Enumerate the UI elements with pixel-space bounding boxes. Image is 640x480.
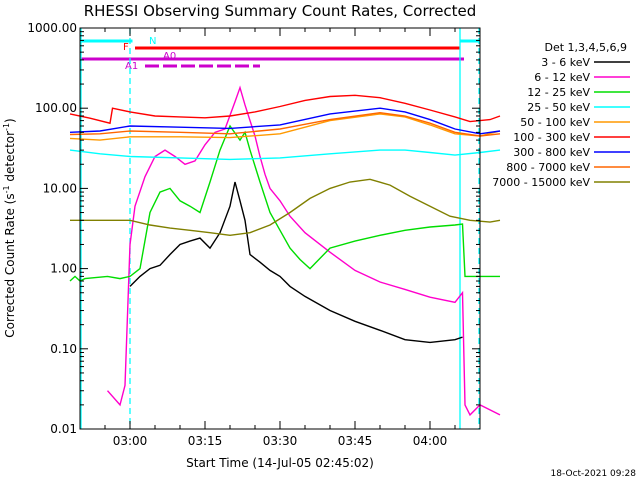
series-line-4 — [69, 113, 501, 141]
observing-flags: N F A0 A1 — [81, 36, 480, 72]
x-axis: 03:00 03:15 03:30 03:45 04:00 — [79, 28, 481, 448]
series-line-3 — [69, 149, 501, 161]
x-tick-label: 03:00 — [113, 434, 148, 448]
y-axis: 1000.00 100.00 10.00 1.00 0.10 0.01 — [27, 21, 480, 436]
x-axis-label: Start Time (14-Jul-05 02:45:02) — [186, 456, 374, 470]
flag-label-n: N — [149, 36, 156, 47]
flag-label-a0: A0 — [163, 51, 176, 62]
legend-label: 3 - 6 keV — [541, 56, 590, 69]
legend-label: 25 - 50 keV — [527, 101, 590, 114]
y-label-part: Corrected Count Rate (s — [3, 193, 17, 337]
flag-label-a1: A1 — [125, 61, 138, 72]
legend-label: 12 - 25 keV — [527, 86, 590, 99]
series-line-1 — [106, 85, 501, 417]
legend-label: 300 - 800 keV — [513, 146, 590, 159]
legend-label: 7000 - 15000 keV — [492, 176, 590, 189]
series-line-5 — [69, 94, 501, 125]
legend-label: 800 - 7000 keV — [506, 161, 590, 174]
y-tick-label: 100.00 — [35, 101, 77, 115]
series-line-2 — [69, 124, 500, 282]
y-tick-label: 10.00 — [43, 181, 77, 195]
x-tick-label: 03:30 — [263, 434, 298, 448]
legend-label: 50 - 100 keV — [520, 116, 590, 129]
chart-title: RHESSI Observing Summary Count Rates, Co… — [84, 2, 477, 20]
flag-label-f: F — [123, 42, 129, 53]
y-label-superscript: -1 — [2, 123, 11, 131]
x-tick-label: 03:45 — [338, 434, 373, 448]
series-line-6 — [69, 107, 501, 135]
y-tick-label: 1000.00 — [27, 21, 77, 35]
series-line-0 — [129, 181, 463, 344]
y-tick-label: 1.00 — [50, 262, 77, 276]
y-axis-label: Corrected Count Rate (s-1 detector-1) — [2, 118, 17, 337]
x-tick-label: 03:15 — [188, 434, 223, 448]
event-vertical-lines — [80, 28, 480, 429]
legend-title: Det 1,3,4,5,6,9 — [544, 41, 627, 54]
x-tick-label: 04:00 — [413, 434, 448, 448]
legend-label: 6 - 12 keV — [534, 71, 590, 84]
y-label-part: ) — [3, 118, 17, 123]
y-tick-label: 0.10 — [50, 342, 77, 356]
series-line-8 — [70, 178, 501, 237]
y-label-superscript: -1 — [2, 185, 11, 193]
series-lines — [69, 85, 501, 417]
y-tick-label: 0.01 — [50, 422, 77, 436]
legend-label: 100 - 300 keV — [513, 131, 590, 144]
legend: Det 1,3,4,5,6,9 3 - 6 keV 6 - 12 keV 12 - … — [492, 41, 630, 189]
footer-date: 18-Oct-2021 09:28 — [551, 469, 637, 479]
series-line-7 — [69, 111, 501, 137]
y-label-part: detector — [3, 131, 17, 186]
